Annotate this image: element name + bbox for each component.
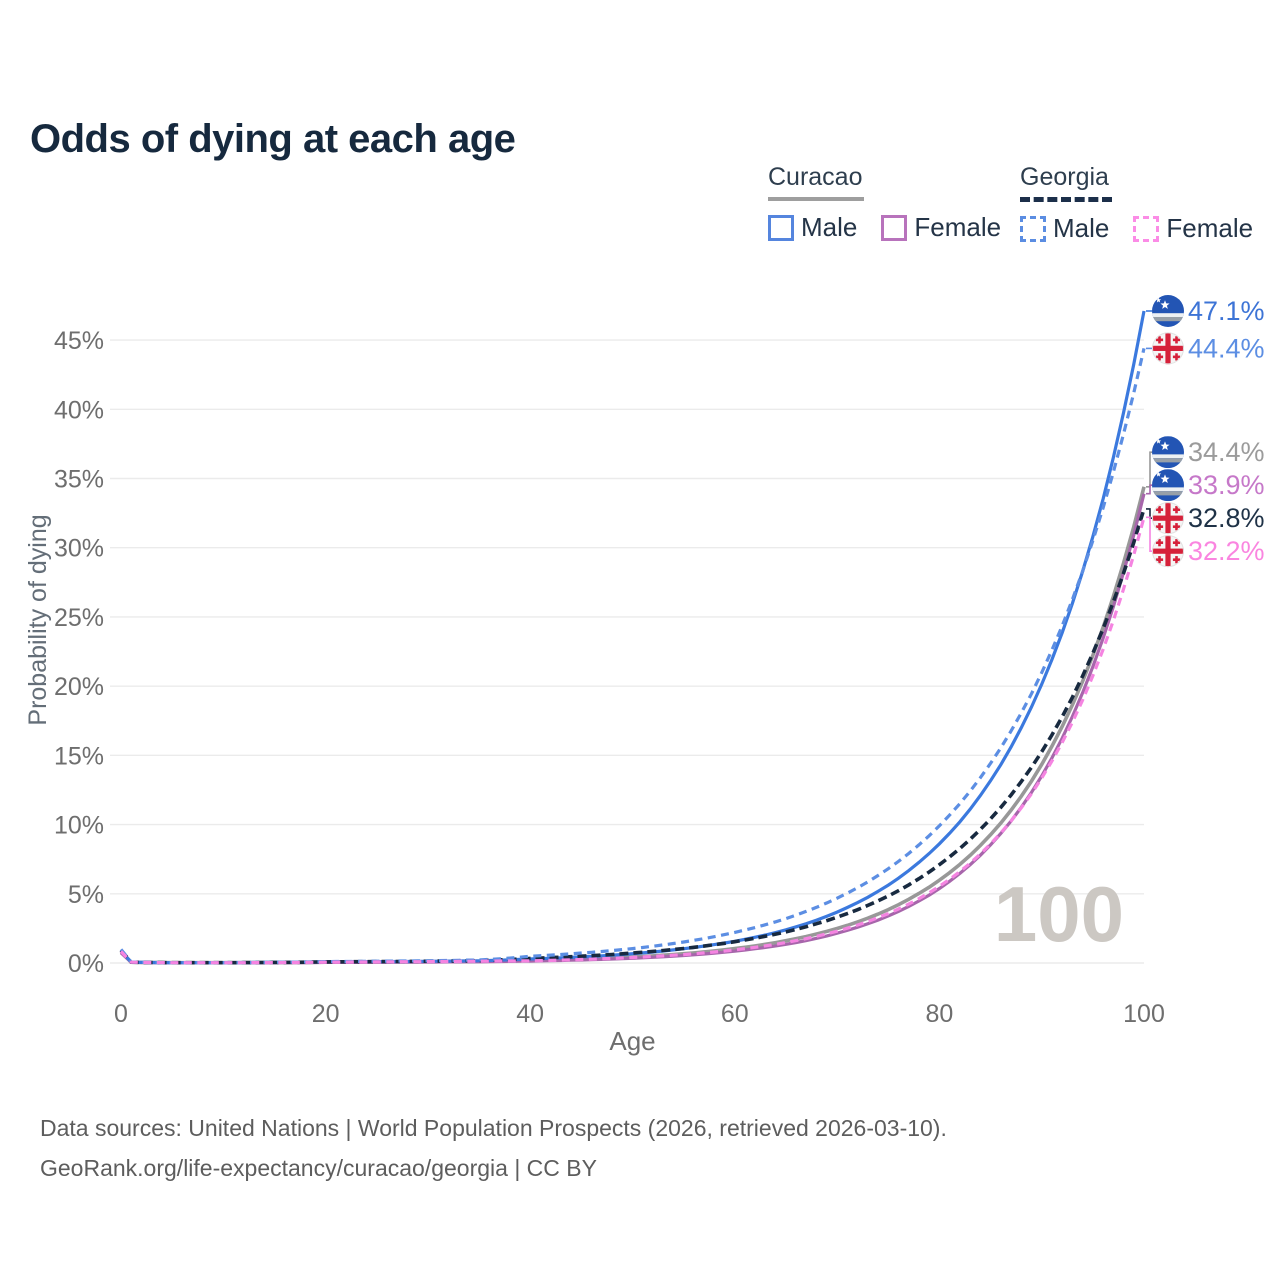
- legend-header-curacao: Curacao: [768, 163, 863, 191]
- legend-item-curacao-male[interactable]: Male: [768, 212, 857, 243]
- y-axis-title: Probability of dying: [24, 514, 52, 725]
- end-label-leader-line: [1146, 508, 1152, 519]
- legend-item-georgia-female[interactable]: Female: [1133, 213, 1253, 244]
- series-line-georgia-total[interactable]: [119, 508, 1146, 965]
- y-tick-label: 45%: [54, 327, 104, 355]
- curacao-flag-icon: [1152, 294, 1184, 327]
- x-tick-label: 40: [516, 1000, 544, 1028]
- georgia-dashed-line-swatch: [1020, 197, 1112, 202]
- end-label-leader-line: [1146, 451, 1152, 488]
- x-tick-label: 100: [1123, 1000, 1165, 1028]
- georgia-flag-icon: [1152, 535, 1184, 568]
- end-label-leader-line: [1146, 484, 1152, 495]
- chart-title: Odds of dying at each age: [30, 116, 516, 161]
- x-axis-title: Age: [609, 1026, 655, 1056]
- end-value-label-curacao-male: 47.1%: [1188, 296, 1265, 326]
- georgia-female-swatch-icon: [1133, 215, 1160, 242]
- legend-label: Male: [1053, 213, 1110, 243]
- series-line-georgia-female[interactable]: [119, 516, 1146, 965]
- end-value-label-curacao-female: 33.9%: [1188, 470, 1265, 500]
- legend-item-curacao-female[interactable]: Female: [881, 212, 1001, 243]
- legend-label: Male: [801, 212, 858, 242]
- legend-group-georgia: Georgia Male Female: [1020, 163, 1277, 244]
- y-tick-label: 35%: [54, 465, 104, 493]
- legend-group-curacao: Curacao Male Female: [768, 163, 1025, 243]
- georgia-male-swatch-icon: [1020, 215, 1046, 242]
- y-tick-label: 0%: [68, 950, 104, 978]
- data-sources-text: Data sources: United Nations | World Pop…: [40, 1115, 947, 1141]
- series-line-georgia-male[interactable]: [119, 348, 1146, 965]
- end-label-leader-line: [1146, 516, 1152, 552]
- legend-item-georgia-male[interactable]: Male: [1020, 213, 1109, 244]
- end-value-label-georgia-male: 44.4%: [1188, 333, 1265, 363]
- y-tick-label: 30%: [54, 535, 104, 563]
- y-tick-label: 25%: [54, 604, 104, 632]
- attribution-text: GeoRank.org/life-expectancy/curacao/geor…: [40, 1155, 597, 1181]
- chart-footer: Data sources: United Nations | World Pop…: [40, 1108, 947, 1188]
- end-value-label-georgia-total: 32.8%: [1188, 503, 1265, 533]
- series-line-curacao-female[interactable]: [119, 493, 1146, 965]
- georgia-flag-icon: [1152, 332, 1184, 365]
- curacao-flag-icon: [1152, 469, 1184, 502]
- curacao-female-swatch-icon: [881, 214, 908, 241]
- curacao-flag-icon: [1152, 436, 1184, 469]
- x-tick-label: 80: [925, 1000, 953, 1028]
- curacao-male-swatch-icon: [768, 214, 794, 241]
- y-tick-label: 40%: [54, 396, 104, 424]
- x-tick-label: 60: [721, 1000, 749, 1028]
- y-tick-label: 10%: [54, 812, 104, 840]
- y-tick-label: 20%: [54, 673, 104, 701]
- x-tick-label: 20: [312, 1000, 340, 1028]
- curacao-solid-line-swatch: [768, 197, 864, 201]
- line-chart-canvas: 0% 5% 10% 15% 20% 25% 30% 35% 40% 45% 0 20 40 60 80 100…: [24, 294, 1265, 1056]
- x-tick-label: 0: [114, 1000, 128, 1028]
- y-tick-label: 5%: [68, 881, 104, 909]
- georgia-flag-icon: [1152, 502, 1184, 535]
- legend-label: Female: [914, 212, 1002, 242]
- y-tick-label: 15%: [54, 742, 104, 770]
- age-counter-watermark: 100: [994, 870, 1124, 958]
- legend-label: Female: [1166, 213, 1254, 243]
- legend-header-georgia: Georgia: [1020, 163, 1109, 191]
- end-value-label-curacao-total: 34.4%: [1188, 437, 1265, 467]
- series-line-curacao-total[interactable]: [119, 486, 1146, 965]
- end-value-label-georgia-female: 32.2%: [1188, 536, 1265, 566]
